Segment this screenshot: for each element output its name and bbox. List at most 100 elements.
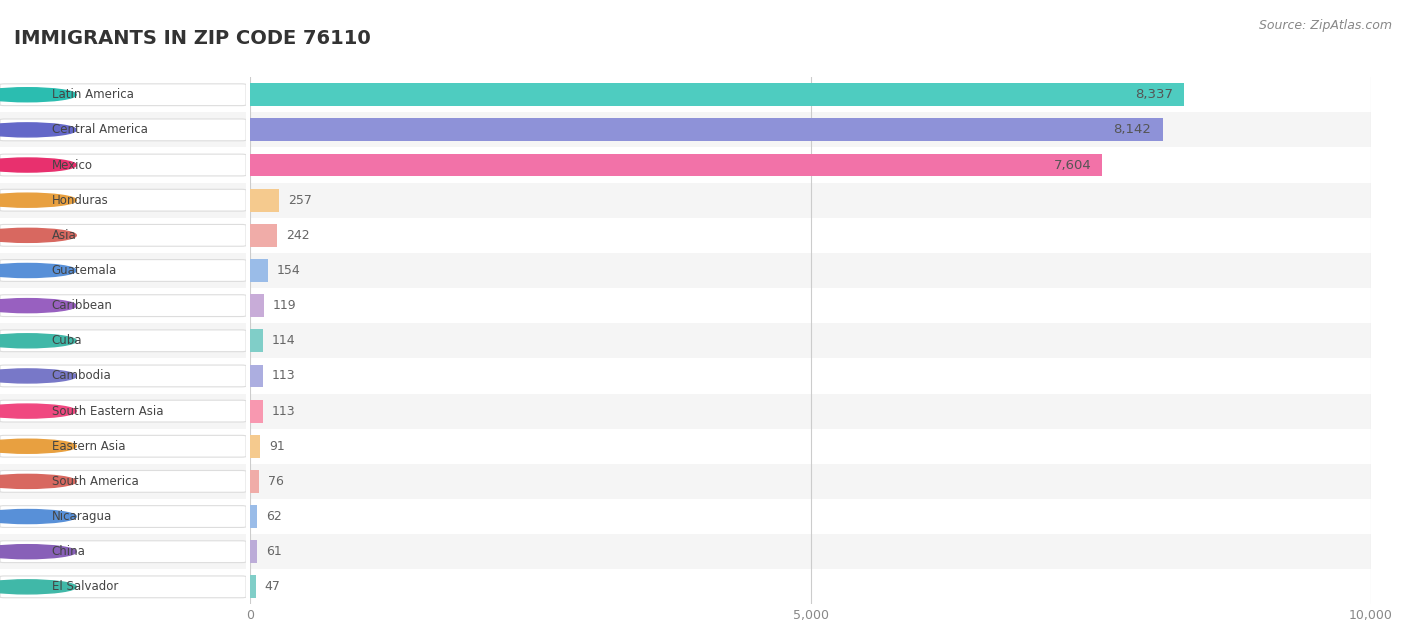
Text: Central America: Central America: [52, 123, 148, 136]
Circle shape: [0, 369, 76, 383]
Bar: [0, 183, 246, 218]
Bar: [250, 154, 1102, 176]
Bar: [250, 259, 267, 282]
Bar: [250, 358, 1371, 394]
FancyBboxPatch shape: [0, 84, 246, 105]
Text: Mexico: Mexico: [52, 159, 93, 172]
Text: 114: 114: [271, 334, 295, 347]
Text: 61: 61: [266, 545, 281, 558]
Bar: [0, 77, 246, 113]
Text: China: China: [52, 545, 86, 558]
Circle shape: [0, 475, 76, 489]
Text: Eastern Asia: Eastern Asia: [52, 440, 125, 453]
Bar: [250, 77, 1371, 113]
Bar: [250, 183, 1371, 218]
Bar: [250, 499, 1371, 534]
FancyBboxPatch shape: [0, 224, 246, 246]
Bar: [250, 470, 259, 493]
Bar: [0, 253, 246, 288]
Text: 113: 113: [271, 370, 295, 383]
Bar: [0, 394, 246, 429]
Circle shape: [0, 87, 76, 102]
Bar: [0, 464, 246, 499]
Circle shape: [0, 298, 76, 312]
Text: 119: 119: [273, 299, 297, 312]
Bar: [250, 224, 277, 247]
Bar: [0, 323, 246, 358]
Text: 7,604: 7,604: [1053, 159, 1091, 172]
Bar: [250, 118, 1163, 141]
Bar: [250, 288, 1371, 323]
Circle shape: [0, 334, 76, 348]
Bar: [250, 84, 1184, 106]
Bar: [250, 294, 263, 317]
Bar: [250, 505, 257, 528]
Text: 8,142: 8,142: [1114, 123, 1152, 136]
FancyBboxPatch shape: [0, 576, 246, 598]
Text: 62: 62: [266, 510, 283, 523]
Circle shape: [0, 228, 76, 242]
Circle shape: [0, 158, 76, 172]
FancyBboxPatch shape: [0, 365, 246, 387]
Bar: [0, 499, 246, 534]
Bar: [250, 329, 263, 352]
Bar: [0, 358, 246, 394]
Text: 113: 113: [271, 404, 295, 417]
Bar: [250, 394, 1371, 429]
FancyBboxPatch shape: [0, 189, 246, 211]
Bar: [0, 534, 246, 569]
Bar: [0, 288, 246, 323]
Bar: [250, 218, 1371, 253]
Bar: [250, 323, 1371, 358]
Bar: [250, 435, 260, 458]
Bar: [0, 218, 246, 253]
Text: Cambodia: Cambodia: [52, 370, 111, 383]
Text: Honduras: Honduras: [52, 194, 108, 206]
Text: Guatemala: Guatemala: [52, 264, 117, 277]
Bar: [250, 253, 1371, 288]
Bar: [250, 464, 1371, 499]
Bar: [0, 569, 246, 604]
FancyBboxPatch shape: [0, 260, 246, 282]
Bar: [250, 400, 263, 422]
Text: South America: South America: [52, 475, 138, 488]
Bar: [0, 113, 246, 147]
Bar: [250, 113, 1371, 147]
FancyBboxPatch shape: [0, 294, 246, 316]
FancyBboxPatch shape: [0, 505, 246, 527]
Text: 257: 257: [288, 194, 312, 206]
Circle shape: [0, 264, 76, 278]
FancyBboxPatch shape: [0, 435, 246, 457]
Text: South Eastern Asia: South Eastern Asia: [52, 404, 163, 417]
FancyBboxPatch shape: [0, 330, 246, 352]
Text: Cuba: Cuba: [52, 334, 82, 347]
Text: Asia: Asia: [52, 229, 76, 242]
Circle shape: [0, 509, 76, 523]
Text: 47: 47: [264, 581, 280, 593]
Bar: [250, 540, 257, 563]
Text: Caribbean: Caribbean: [52, 299, 112, 312]
Text: 154: 154: [277, 264, 301, 277]
FancyBboxPatch shape: [0, 541, 246, 563]
FancyBboxPatch shape: [0, 471, 246, 493]
Text: Nicaragua: Nicaragua: [52, 510, 112, 523]
Text: 91: 91: [270, 440, 285, 453]
Text: 8,337: 8,337: [1135, 88, 1173, 101]
Text: 242: 242: [287, 229, 309, 242]
Text: 76: 76: [267, 475, 284, 488]
FancyBboxPatch shape: [0, 400, 246, 422]
Circle shape: [0, 123, 76, 137]
Text: Source: ZipAtlas.com: Source: ZipAtlas.com: [1258, 19, 1392, 32]
Bar: [250, 569, 1371, 604]
Circle shape: [0, 404, 76, 418]
Circle shape: [0, 439, 76, 453]
Bar: [250, 534, 1371, 569]
Text: El Salvador: El Salvador: [52, 581, 118, 593]
Bar: [250, 429, 1371, 464]
Bar: [250, 575, 256, 598]
Bar: [0, 429, 246, 464]
FancyBboxPatch shape: [0, 119, 246, 141]
Circle shape: [0, 580, 76, 594]
Circle shape: [0, 545, 76, 559]
Bar: [250, 147, 1371, 183]
